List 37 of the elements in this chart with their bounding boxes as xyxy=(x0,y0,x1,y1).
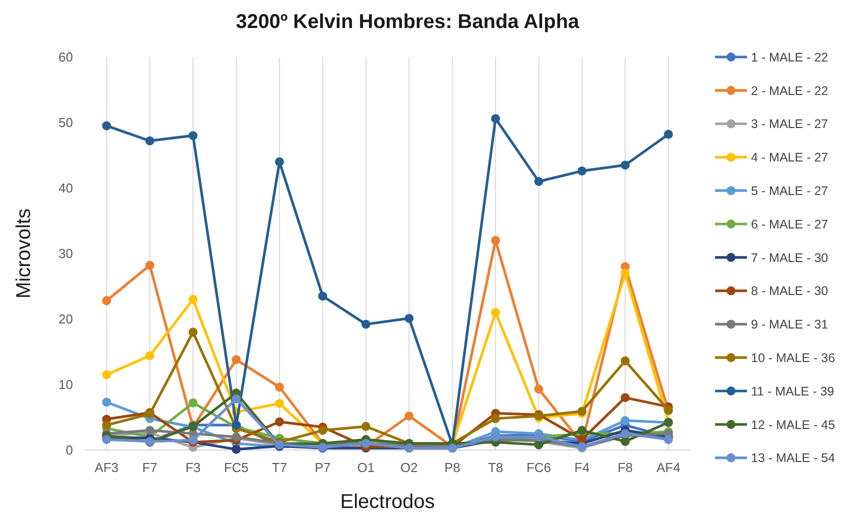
x-tick-label: F8 xyxy=(618,460,633,475)
x-tick-label: F3 xyxy=(185,460,201,475)
x-tick-label: FC6 xyxy=(526,460,552,475)
x-tick-label: O2 xyxy=(400,460,418,475)
legend-label: 9 - MALE - 31 xyxy=(751,318,828,332)
x-tick-label: F4 xyxy=(574,460,590,475)
legend-label: 1 - MALE - 22 xyxy=(751,50,828,64)
legend-label: 11 - MALE - 39 xyxy=(751,384,834,398)
legend-label: 8 - MALE - 30 xyxy=(751,284,828,298)
x-tick-label: AF3 xyxy=(94,460,119,475)
legend-label: 5 - MALE - 27 xyxy=(751,184,828,198)
legend-label: 4 - MALE - 27 xyxy=(751,150,828,165)
y-axis-title: Microvolts xyxy=(13,208,35,299)
y-tick-label: 0 xyxy=(66,442,73,458)
x-tick-label: T8 xyxy=(488,460,504,475)
x-tick-label: P7 xyxy=(314,460,331,475)
x-tick-label: F7 xyxy=(142,460,158,475)
x-axis-title: Electrodos xyxy=(340,491,435,513)
y-tick-label: 10 xyxy=(58,377,73,392)
x-tick-label: FC5 xyxy=(224,460,249,475)
legend-label: 3 - MALE - 27 xyxy=(751,117,828,132)
legend-label: 2 - MALE - 22 xyxy=(751,84,828,98)
legend-label: 12 - MALE - 45 xyxy=(751,418,836,432)
x-tick-label: P8 xyxy=(444,460,460,475)
x-tick-label: AF4 xyxy=(656,460,680,475)
y-tick-label: 30 xyxy=(58,246,73,262)
x-tick-label: T7 xyxy=(272,460,288,475)
legend-label: 7 - MALE - 30 xyxy=(751,250,828,265)
y-tick-label: 60 xyxy=(58,50,73,65)
x-tick-label: O1 xyxy=(357,460,375,475)
chart-title: 3200º Kelvin Hombres: Banda Alpha xyxy=(236,11,580,33)
legend-label: 10 - MALE - 36 xyxy=(751,350,836,365)
y-tick-label: 20 xyxy=(58,312,73,327)
y-tick-label: 50 xyxy=(58,115,73,130)
y-tick-label: 40 xyxy=(58,180,73,196)
legend-label: 6 - MALE - 27 xyxy=(751,217,828,232)
legend-label: 13 - MALE - 54 xyxy=(751,451,836,466)
